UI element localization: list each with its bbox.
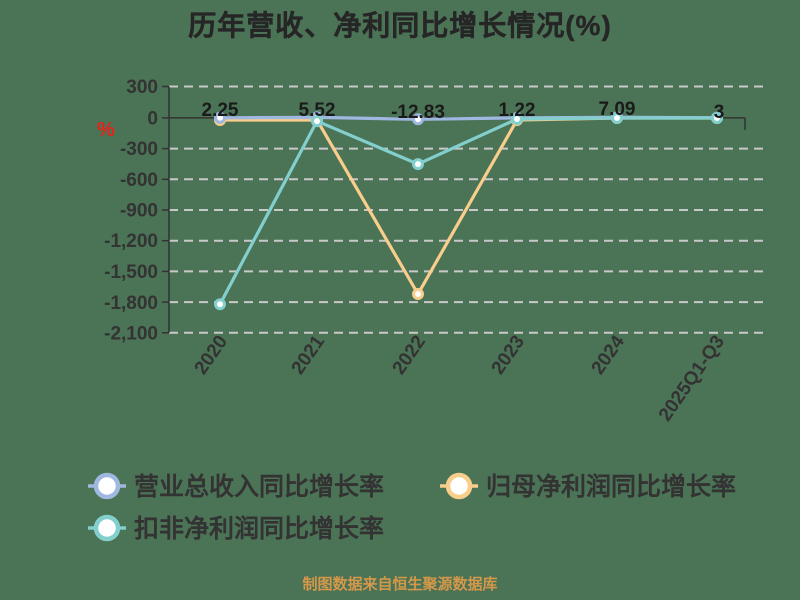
svg-text:-1,500: -1,500 bbox=[104, 262, 158, 283]
svg-text:-900: -900 bbox=[120, 201, 158, 222]
svg-text:-300: -300 bbox=[120, 139, 158, 160]
svg-text:2022: 2022 bbox=[389, 332, 430, 379]
svg-text:2.25: 2.25 bbox=[202, 100, 239, 121]
svg-text:营业总收入同比增长率: 营业总收入同比增长率 bbox=[134, 472, 384, 501]
svg-text:2020: 2020 bbox=[191, 332, 232, 379]
svg-text:归母净利润同比增长率: 归母净利润同比增长率 bbox=[486, 472, 736, 501]
svg-text:300: 300 bbox=[126, 77, 158, 98]
svg-text:2025Q1-Q3: 2025Q1-Q3 bbox=[655, 332, 729, 425]
svg-text:1.22: 1.22 bbox=[499, 100, 536, 121]
svg-text:-1,800: -1,800 bbox=[104, 293, 158, 314]
svg-text:2024: 2024 bbox=[588, 331, 630, 378]
svg-text:-12.83: -12.83 bbox=[391, 102, 445, 123]
svg-text:扣非净利润同比增长率: 扣非净利润同比增长率 bbox=[134, 514, 384, 543]
svg-text:2023: 2023 bbox=[488, 332, 529, 379]
svg-text:3: 3 bbox=[714, 102, 725, 123]
svg-text:-600: -600 bbox=[120, 170, 158, 191]
svg-text:%: % bbox=[97, 119, 115, 141]
svg-text:制图数据来自恒生聚源数据库: 制图数据来自恒生聚源数据库 bbox=[302, 575, 497, 593]
svg-text:2021: 2021 bbox=[288, 331, 330, 378]
svg-text:0: 0 bbox=[147, 109, 158, 130]
svg-text:-1,200: -1,200 bbox=[104, 231, 158, 252]
svg-text:-2,100: -2,100 bbox=[104, 324, 158, 345]
svg-text:5.52: 5.52 bbox=[299, 100, 336, 121]
svg-text:7.09: 7.09 bbox=[599, 99, 636, 120]
